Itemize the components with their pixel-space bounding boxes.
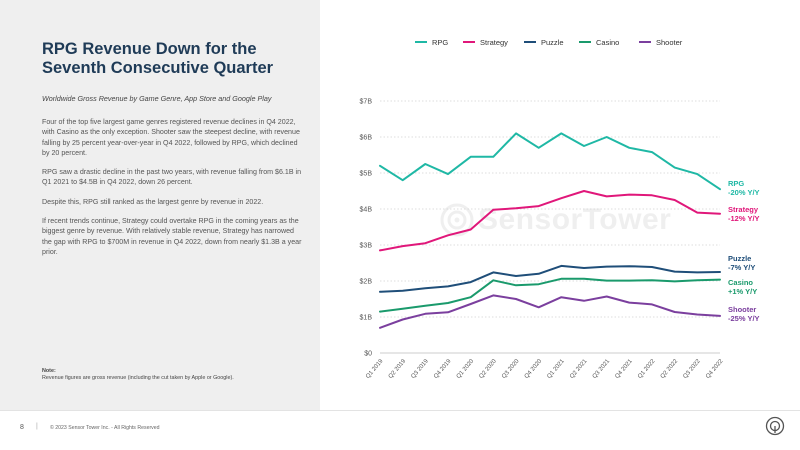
series-end-labels: RPG-20% Y/Y Strategy-12% Y/Y Puzzle-7% Y/Y… [728, 179, 760, 323]
watermark: SensorTower [440, 203, 671, 237]
x-tick-label: Q2 2019 [388, 358, 408, 380]
series-line-puzzle [379, 264, 721, 293]
end-label-strategy: Strategy [728, 205, 759, 214]
chart-legend: RPG Strategy Puzzle Casino Shooter [415, 38, 683, 47]
x-tick-label: Q1 2019 [365, 358, 385, 380]
x-tick-label: Q2 2021 [569, 358, 589, 380]
note-label: Note: [42, 368, 56, 374]
y-tick-label: $5B [360, 171, 373, 178]
revenue-line-chart: $0$1B$2B$3B$4B$5B$6B$7B Q1 2019 Q2 2019 Q3… [360, 38, 760, 380]
y-tick-label: $7B [360, 99, 373, 106]
y-tick-label: $2B [360, 279, 373, 286]
legend-label-rpg: RPG [432, 38, 448, 47]
x-axis: Q1 2019 Q2 2019 Q3 2019 Q4 2019 Q1 2020 Q2 20… [365, 358, 725, 380]
series-line-rpg [379, 132, 721, 191]
y-axis: $0 $1B $2B $3B $4B $5B $6B $7B [360, 99, 373, 358]
body-text: Four of the top five largest game genres… [42, 117, 304, 266]
y-tick-label: $6B [360, 135, 373, 142]
x-tick-label: Q2 2020 [478, 358, 498, 380]
legend-label-casino: Casino [596, 38, 619, 47]
end-label-rpg: RPG [728, 179, 744, 188]
x-tick-label: Q1 2020 [456, 358, 476, 380]
page-title: RPG Revenue Down for the Seventh Consecu… [42, 40, 274, 77]
sensor-tower-logo-icon [765, 416, 785, 436]
x-tick-label: Q3 2019 [410, 358, 430, 380]
text-panel [0, 0, 320, 410]
legend-label-strategy: Strategy [480, 38, 508, 47]
y-tick-label: $1B [360, 315, 373, 322]
x-tick-label: Q3 2021 [592, 358, 612, 380]
chart-subtitle: Worldwide Gross Revenue by Game Genre, A… [42, 94, 272, 103]
series-line-shooter [379, 294, 721, 329]
x-tick-label: Q4 2021 [614, 358, 634, 380]
x-tick-label: Q4 2019 [433, 358, 453, 380]
end-change-rpg: -20% Y/Y [728, 188, 760, 197]
end-change-shooter: -25% Y/Y [728, 314, 760, 323]
x-tick-label: Q3 2020 [501, 358, 521, 380]
x-tick-label: Q4 2022 [705, 358, 725, 380]
paragraph-4: If recent trends continue, Strategy coul… [42, 217, 302, 256]
footer-separator: | [36, 423, 38, 430]
x-tick-label: Q3 2022 [682, 358, 702, 380]
copyright: © 2023 Sensor Tower Inc. - All Rights Re… [50, 425, 160, 431]
series-lines [379, 132, 721, 329]
paragraph-3: Despite this, RPG still ranked as the la… [42, 197, 264, 206]
end-change-strategy: -12% Y/Y [728, 214, 760, 223]
note-text: Revenue figures are gross revenue (inclu… [42, 375, 234, 381]
y-tick-label: $3B [360, 243, 373, 250]
y-tick-label: $0 [364, 351, 372, 358]
end-label-shooter: Shooter [728, 305, 756, 314]
end-label-puzzle: Puzzle [728, 254, 751, 263]
paragraph-2: RPG saw a drastic decline in the past tw… [42, 168, 302, 187]
end-label-casino: Casino [728, 278, 753, 287]
series-line-casino [379, 277, 721, 313]
legend-label-shooter: Shooter [656, 38, 683, 47]
legend-label-puzzle: Puzzle [541, 38, 564, 47]
note: Note: Revenue figures are gross revenue … [42, 368, 312, 382]
chart-gridlines [380, 100, 720, 354]
series-line-strategy [379, 190, 721, 252]
paragraph-1: Four of the top five largest game genres… [42, 118, 300, 157]
x-tick-label: Q1 2021 [546, 358, 566, 380]
x-tick-label: Q4 2020 [524, 358, 544, 380]
sensor-tower-watermark-icon [440, 203, 474, 237]
y-tick-label: $4B [360, 207, 373, 214]
end-change-puzzle: -7% Y/Y [728, 263, 755, 272]
x-tick-label: Q2 2022 [660, 358, 680, 380]
end-change-casino: +1% Y/Y [728, 287, 757, 296]
page-number: 8 [20, 424, 24, 431]
footer-divider [0, 410, 800, 411]
x-tick-label: Q1 2022 [637, 358, 657, 380]
